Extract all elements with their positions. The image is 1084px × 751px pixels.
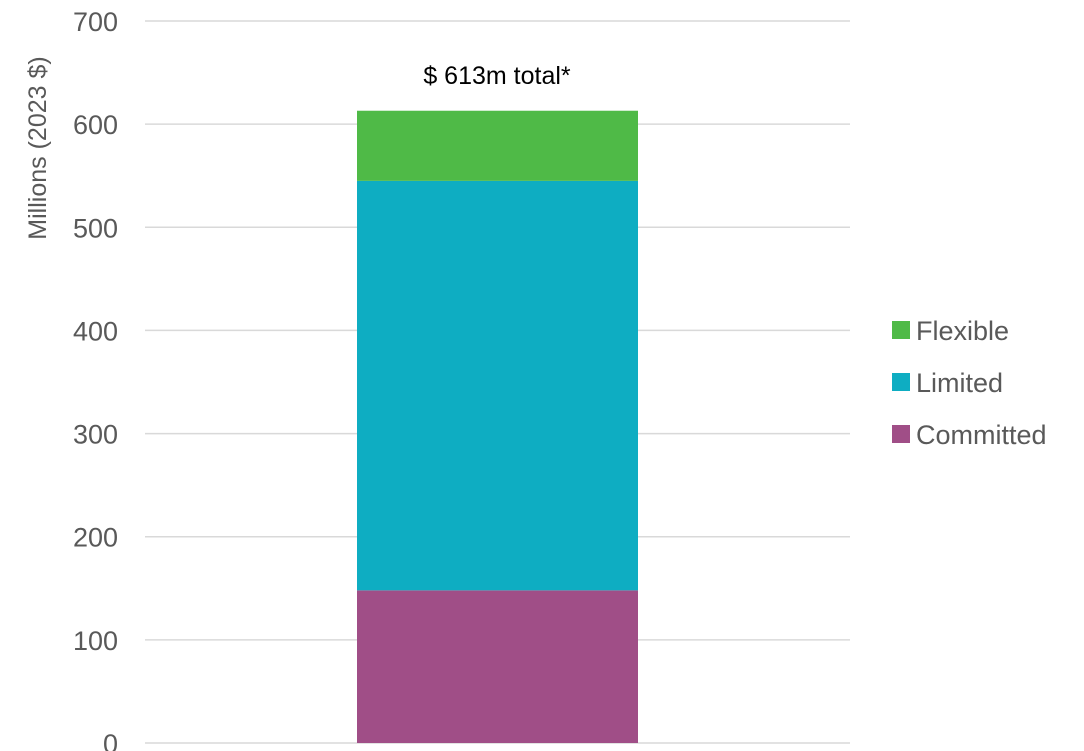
y-tick-label: 700: [73, 7, 118, 37]
y-axis-title: Millions (2023 $): [24, 56, 52, 239]
y-tick-label: 500: [73, 213, 118, 243]
legend-label-committed: Committed: [916, 420, 1047, 450]
legend-label-limited: Limited: [916, 368, 1003, 398]
bar-segment-committed: [357, 590, 638, 743]
bar-segments: [357, 110, 638, 743]
legend-label-flexible: Flexible: [916, 316, 1009, 346]
bar-segment-flexible: [357, 110, 638, 181]
legend-swatch-committed: [892, 425, 910, 443]
legend-swatch-limited: [892, 373, 910, 391]
total-annotation: $ 613m total*: [423, 62, 571, 90]
y-tick-labels: 0 100 200 300 400 500 600 700: [73, 7, 118, 751]
bar-segment-limited: [357, 180, 638, 591]
y-tick-label: 100: [73, 626, 118, 656]
y-tick-label: 400: [73, 316, 118, 346]
y-tick-label: 300: [73, 420, 118, 450]
y-tick-label: 200: [73, 523, 118, 553]
legend-swatch-flexible: [892, 321, 910, 339]
y-tick-label: 0: [103, 729, 118, 751]
y-tick-label: 600: [73, 110, 118, 140]
legend: Flexible Limited Committed: [892, 316, 1047, 450]
